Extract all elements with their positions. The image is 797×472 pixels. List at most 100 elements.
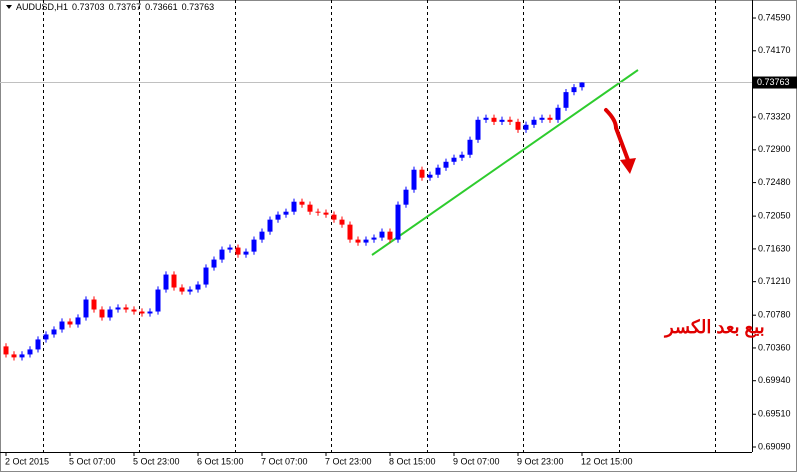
x-tick-label: 8 Oct 15:00: [389, 456, 436, 466]
y-tick-label: 0.69090: [758, 441, 791, 451]
x-tick-label: 9 Oct 07:00: [453, 456, 500, 466]
candle-body: [235, 247, 241, 255]
candle-body: [219, 249, 225, 260]
y-tick-label: 0.73320: [758, 111, 791, 121]
candle-body: [347, 224, 353, 240]
candle-body: [115, 307, 121, 310]
candle-body: [419, 169, 425, 178]
candle-body: [403, 189, 409, 205]
candle-body: [243, 251, 249, 255]
candle-body: [555, 107, 561, 120]
y-tick-label: 0.72900: [758, 144, 791, 154]
candle-body: [107, 309, 113, 318]
candle-body: [363, 239, 369, 243]
candle-body: [99, 309, 105, 318]
candle-body: [579, 82, 585, 88]
annotation: بيع بعد الكسر: [663, 317, 765, 338]
menu-arrow[interactable]: [6, 5, 12, 9]
candle-body: [539, 117, 545, 120]
candle-body: [331, 214, 337, 220]
x-tick-label: 9 Oct 23:00: [517, 456, 564, 466]
candle-body: [171, 274, 177, 288]
candle-body: [67, 321, 73, 325]
candle-body: [163, 274, 169, 290]
candle-body: [515, 121, 521, 130]
symbol: AUDUSD,H1: [16, 2, 68, 12]
candle-body: [203, 267, 209, 285]
candle-body: [211, 259, 217, 268]
candle-body: [131, 309, 137, 312]
y-tick-label: 0.72050: [758, 211, 791, 221]
candle-body: [187, 289, 193, 292]
candle-body: [435, 167, 441, 175]
y-tick-label: 0.70780: [758, 310, 791, 320]
candle-body: [299, 201, 305, 205]
candle-body: [315, 211, 321, 213]
header-value: 0.73661: [145, 2, 178, 12]
y-tick-label: 0.69510: [758, 409, 791, 419]
candle-body: [451, 157, 457, 162]
candle-body: [195, 284, 201, 290]
header: AUDUSD,H1 0.73703 0.73767 0.73661 0.73763: [16, 2, 214, 12]
y-tick-label: 0.74590: [758, 12, 791, 22]
candle-body: [507, 119, 513, 122]
y-tick-label: 0.71630: [758, 243, 791, 253]
candle-body: [491, 117, 497, 122]
candle-body: [75, 317, 81, 325]
candle-body: [307, 204, 313, 212]
x-tick-label: 5 Oct 07:00: [69, 456, 116, 466]
candle-body: [147, 311, 153, 314]
candle-body: [571, 87, 577, 93]
candle-body: [411, 169, 417, 190]
x-tick-label: 2 Oct 2015: [5, 456, 49, 466]
candle-body: [323, 212, 329, 215]
x-tick-label: 12 Oct 15:00: [581, 456, 633, 466]
candle-body: [267, 219, 273, 232]
candle-body: [427, 174, 433, 178]
candle-body: [11, 354, 17, 358]
candle-body: [395, 204, 401, 240]
candle-body: [371, 237, 377, 240]
candle-body: [179, 287, 185, 292]
candle-body: [83, 299, 89, 318]
candle-body: [483, 117, 489, 120]
candle-body: [139, 311, 145, 314]
x-tick-label: 6 Oct 15:00: [197, 456, 244, 466]
candle-body: [531, 119, 537, 125]
candle-body: [355, 239, 361, 243]
price-label: 0.73763: [757, 77, 790, 87]
y-tick-label: 0.69940: [758, 375, 791, 385]
header-value: 0.73767: [109, 2, 142, 12]
x-tick-label: 5 Oct 23:00: [133, 456, 180, 466]
candle-body: [379, 231, 385, 238]
price-box: [753, 76, 797, 89]
header-value: 0.73703: [72, 2, 105, 12]
candle-body: [19, 354, 25, 358]
y-tick-label: 0.74170: [758, 45, 791, 55]
candle-body: [51, 329, 57, 335]
y-tick-label: 0.72480: [758, 177, 791, 187]
candle-body: [3, 346, 9, 355]
candle-body: [499, 119, 505, 122]
candle-body: [251, 239, 257, 252]
candle-body: [387, 231, 393, 240]
candle-body: [339, 219, 345, 225]
candle-body: [547, 117, 553, 120]
candle-body: [467, 139, 473, 155]
arrow: [604, 108, 630, 162]
header-value: 0.73763: [182, 2, 215, 12]
y-tick-label: 0.71210: [758, 276, 791, 286]
candle-body: [523, 124, 529, 130]
candle-body: [59, 321, 65, 330]
x-tick-label: 7 Oct 23:00: [325, 456, 372, 466]
candle-body: [123, 307, 129, 310]
arrow-head: [620, 158, 636, 174]
x-tick-label: 7 Oct 07:00: [261, 456, 308, 466]
candle-body: [259, 231, 265, 240]
candle-body: [443, 161, 449, 168]
candle-body: [275, 214, 281, 220]
candle-body: [283, 211, 289, 215]
candle-body: [43, 334, 49, 340]
